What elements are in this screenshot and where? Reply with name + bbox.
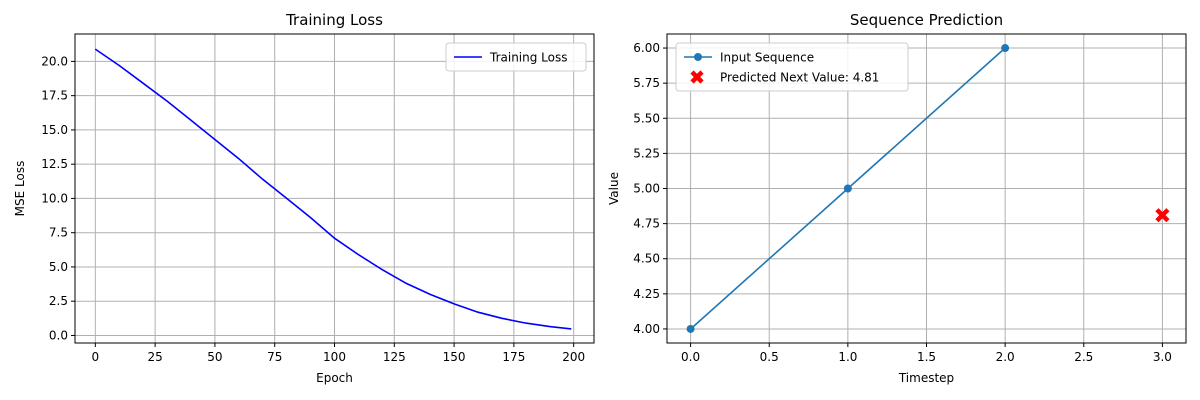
x-tick-label: 150	[443, 350, 466, 364]
legend: Training Loss	[445, 42, 587, 72]
x-tick-label: 0.5	[760, 350, 779, 364]
x-tick-label: 2.5	[1074, 350, 1093, 364]
y-tick-label: 2.5	[49, 294, 68, 308]
y-tick-label: 5.0	[49, 260, 68, 274]
data-point	[1001, 44, 1010, 53]
chart-title: Sequence Prediction	[850, 11, 1003, 29]
x-tick-label: 0	[92, 350, 100, 364]
legend-box	[675, 42, 909, 92]
predicted-point	[1155, 208, 1170, 223]
x-tick-label: 3.0	[1153, 350, 1172, 364]
predicted-point-stroke	[1155, 208, 1170, 223]
y-tick-label: 17.5	[41, 89, 68, 103]
y-tick-label: 4.25	[633, 287, 660, 301]
legend-label: Input Sequence	[720, 51, 814, 65]
y-tick-label: 4.75	[633, 217, 660, 231]
y-tick-label: 10.0	[41, 191, 68, 205]
y-tick-label: 15.0	[41, 123, 68, 137]
legend: Input Sequence Predicted Next Value: 4.81	[675, 42, 909, 92]
x-axis-label: Epoch	[316, 371, 353, 385]
y-tick-label: 20.0	[41, 54, 68, 68]
x-tick-label: 50	[207, 350, 222, 364]
x-tick-label: 0.0	[681, 350, 700, 364]
y-tick-label: 6.00	[633, 41, 660, 55]
series-line-1	[94, 48, 572, 330]
y-tick-label: 5.75	[633, 76, 660, 90]
y-axis-label: MSE Loss	[13, 161, 27, 217]
legend-marker	[694, 53, 702, 61]
data-point	[686, 324, 695, 333]
legend-box	[445, 42, 587, 72]
y-tick-label: 5.00	[633, 182, 660, 196]
axes-frame	[666, 33, 1187, 344]
x-tick-label: 1.0	[838, 350, 857, 364]
x-tick-label: 175	[502, 350, 525, 364]
y-tick-label: 12.5	[41, 157, 68, 171]
x-tick-label: 100	[323, 350, 346, 364]
x-tick-label: 25	[147, 350, 162, 364]
x-tick-label: 2.0	[996, 350, 1015, 364]
y-tick-label: 5.50	[633, 111, 660, 125]
x-tick-label: 75	[267, 350, 282, 364]
data-point	[843, 184, 852, 193]
y-tick-label: 7.5	[49, 226, 68, 240]
y-tick-label: 4.00	[633, 322, 660, 336]
y-tick-label: 5.25	[633, 146, 660, 160]
legend-swatch	[690, 70, 704, 84]
chart-panel-1: 0 25 50 75 100 125 150 175 200 0.0 2.5 5.0 7.5 10.0 12…	[13, 11, 595, 385]
legend-label: Predicted Next Value: 4.81	[720, 71, 879, 85]
chart-title: Training Loss	[285, 11, 383, 29]
y-tick-label: 0.0	[49, 328, 68, 342]
x-axis-label: Timestep	[898, 371, 954, 385]
x-tick-label: 200	[562, 350, 585, 364]
y-axis-label: Value	[607, 172, 621, 205]
legend-label: Training Loss	[489, 51, 567, 65]
chart-panel-2: 0.0 0.5 1.0 1.5 2.0 2.5 3.0 4.00 4.25 4.50 4.75 5.0…	[607, 11, 1187, 385]
axes-frame	[74, 33, 595, 344]
y-tick-label: 4.50	[633, 252, 660, 266]
x-tick-label: 1.5	[917, 350, 936, 364]
x-tick-label: 125	[383, 350, 406, 364]
